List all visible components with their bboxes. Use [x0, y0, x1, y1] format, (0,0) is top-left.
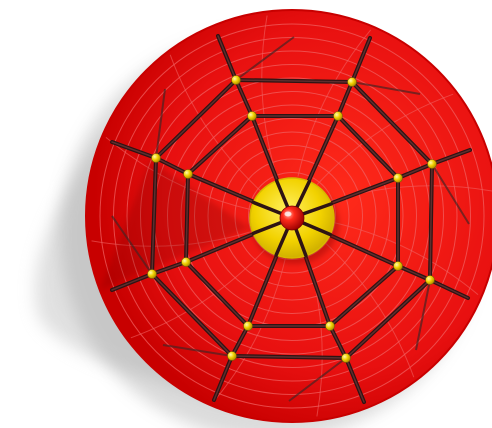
rim-strand — [162, 344, 233, 357]
web-spoke-highlight — [291, 149, 471, 219]
rim-strand — [111, 215, 153, 275]
bead-icon — [243, 321, 253, 331]
bead-icon — [151, 153, 161, 163]
bead-icon — [341, 353, 351, 363]
bead-icon — [181, 257, 191, 267]
disc-radial-line — [212, 255, 287, 403]
disc-radial-line — [130, 246, 268, 339]
disc-radial-line — [316, 93, 454, 186]
bead-icon — [183, 169, 193, 179]
web-spoke-highlight — [291, 37, 371, 219]
disc-groove — [126, 50, 458, 382]
rim-strand — [235, 36, 295, 81]
hub-strand — [251, 200, 285, 216]
yellow-hub — [249, 177, 339, 264]
web-beads — [147, 75, 437, 363]
hub-strand — [299, 202, 334, 217]
disc-groove — [99, 23, 485, 409]
bead-icon — [427, 159, 437, 169]
hub-strand — [274, 225, 290, 257]
web-spoke-highlight — [291, 217, 365, 403]
bead-icon — [393, 173, 403, 183]
bead-icon — [347, 77, 357, 87]
bead-icon — [247, 111, 257, 121]
bead-icon — [333, 111, 343, 121]
net-shadow — [100, 160, 250, 290]
web-spoke-highlight — [291, 217, 469, 299]
disc-radial-line — [331, 221, 479, 296]
ball-highlight — [284, 211, 292, 217]
disc-radial-line — [261, 15, 278, 179]
bead-icon — [227, 351, 237, 361]
bead-icon — [325, 321, 335, 331]
web-spoke-highlight — [217, 35, 293, 219]
disc-radial-line — [169, 54, 262, 192]
bead-icon — [393, 261, 403, 271]
bead-icon — [147, 269, 157, 279]
rim-strand — [288, 357, 347, 402]
bead-icon — [425, 275, 435, 285]
rim-strand — [351, 81, 421, 95]
center-ball-icon — [279, 205, 305, 231]
disc-radial-line — [322, 240, 415, 378]
web-spoke-highlight — [111, 217, 293, 291]
rim-strand — [155, 88, 166, 159]
bead-icon — [231, 75, 241, 85]
hub-strand — [299, 220, 333, 237]
hub-strand — [274, 179, 291, 211]
rim-strand — [415, 279, 431, 351]
web-spoke-highlight — [111, 141, 293, 219]
hub-strand — [293, 225, 308, 258]
hub-strand — [294, 179, 312, 211]
web-spoke-highlight — [213, 217, 293, 401]
disc-groove — [234, 158, 350, 274]
rim-strand — [431, 163, 470, 225]
hub-strand — [251, 220, 285, 236]
disc-radial-line — [297, 29, 372, 177]
